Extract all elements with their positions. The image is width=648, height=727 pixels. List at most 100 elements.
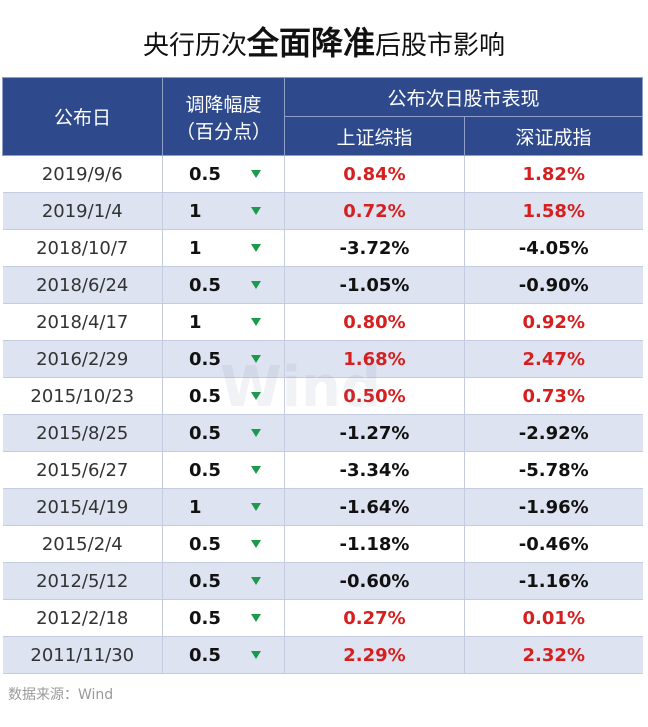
- table-row: 2012/5/12 0.5 -0.60% -1.16%: [2, 562, 643, 600]
- announce-date-cell: 2019/9/6: [2, 155, 163, 193]
- table-row: 2011/11/30 0.5 2.29% 2.32%: [2, 636, 643, 674]
- table-row: 2015/2/4 0.5 -1.18% -0.46%: [2, 525, 643, 563]
- down-triangle-icon: [251, 614, 261, 622]
- source-note: 数据来源：Wind: [8, 687, 114, 703]
- table-row: 2018/6/24 0.5 -1.05% -0.90%: [2, 266, 643, 304]
- down-triangle-icon: [251, 170, 261, 178]
- cut-size-value: 0.5: [189, 608, 221, 629]
- shanghai-change-cell: 2.29%: [284, 636, 465, 674]
- down-triangle-icon: [251, 281, 261, 289]
- shanghai-change-cell: -3.72%: [284, 229, 465, 267]
- cut-size-value: 0.5: [189, 571, 221, 592]
- shanghai-change-cell: 0.72%: [284, 192, 465, 230]
- shenzhen-change-cell: -2.92%: [464, 414, 643, 452]
- shanghai-change-cell: 1.68%: [284, 340, 465, 378]
- title-emphasis: 全面降准: [246, 24, 375, 62]
- shanghai-change-cell: -1.64%: [284, 488, 465, 526]
- cut-size-cell: 1: [162, 303, 285, 341]
- down-triangle-icon: [251, 651, 261, 659]
- shenzhen-change-cell: 2.32%: [464, 636, 643, 674]
- header-sh: 上证综指: [284, 116, 465, 156]
- announce-date-cell: 2018/6/24: [2, 266, 163, 304]
- table-row: 2018/10/7 1 -3.72% -4.05%: [2, 229, 643, 267]
- down-triangle-icon: [251, 318, 261, 326]
- table-row: 2012/2/18 0.5 0.27% 0.01%: [2, 599, 643, 637]
- announce-date-cell: 2019/1/4: [2, 192, 163, 230]
- cut-size-value: 1: [189, 238, 202, 259]
- title-prefix: 央行历次: [142, 31, 247, 61]
- cut-size-value: 1: [189, 497, 202, 518]
- shanghai-change-cell: -3.34%: [284, 451, 465, 489]
- shanghai-change-cell: -0.60%: [284, 562, 465, 600]
- shanghai-change-cell: -1.18%: [284, 525, 465, 563]
- table-row: 2019/9/6 0.5 0.84% 1.82%: [2, 155, 643, 193]
- cut-size-cell: 0.5: [162, 562, 285, 600]
- cut-size-cell: 0.5: [162, 525, 285, 563]
- table-row: 2019/1/4 1 0.72% 1.58%: [2, 192, 643, 230]
- table-row: 2015/4/19 1 -1.64% -1.96%: [2, 488, 643, 526]
- cut-size-cell: 0.5: [162, 451, 285, 489]
- shanghai-change-cell: -1.27%: [284, 414, 465, 452]
- cut-size-cell: 1: [162, 229, 285, 267]
- shenzhen-change-cell: 1.58%: [464, 192, 643, 230]
- shanghai-change-cell: 0.27%: [284, 599, 465, 637]
- down-triangle-icon: [251, 244, 261, 252]
- cut-size-value: 0.5: [189, 386, 221, 407]
- header-cut-line1: 调降幅度: [185, 93, 262, 116]
- shenzhen-change-cell: -4.05%: [464, 229, 643, 267]
- cut-size-cell: 0.5: [162, 414, 285, 452]
- page-title: 央行历次全面降准后股市影响: [0, 18, 648, 68]
- down-triangle-icon: [251, 540, 261, 548]
- down-triangle-icon: [251, 355, 261, 363]
- header-cut: 调降幅度 （百分点）: [162, 77, 285, 156]
- announce-date-cell: 2015/6/27: [2, 451, 163, 489]
- down-triangle-icon: [251, 503, 261, 511]
- announce-date-cell: 2016/2/29: [2, 340, 163, 378]
- down-triangle-icon: [251, 577, 261, 585]
- shanghai-change-cell: 0.80%: [284, 303, 465, 341]
- shenzhen-change-cell: 1.82%: [464, 155, 643, 193]
- announce-date-cell: 2015/10/23: [2, 377, 163, 415]
- shenzhen-change-cell: 0.92%: [464, 303, 643, 341]
- shenzhen-change-cell: -1.16%: [464, 562, 643, 600]
- cut-size-cell: 0.5: [162, 155, 285, 193]
- down-triangle-icon: [251, 466, 261, 474]
- table-row: 2015/6/27 0.5 -3.34% -5.78%: [2, 451, 643, 489]
- cut-size-value: 0.5: [189, 460, 221, 481]
- cut-size-cell: 0.5: [162, 636, 285, 674]
- table-body: 2019/9/6 0.5 0.84% 1.82% 2019/1/4 1 0.72% 1.58%…: [2, 155, 643, 674]
- table-row: 2018/4/17 1 0.80% 0.92%: [2, 303, 643, 341]
- announce-date-cell: 2011/11/30: [2, 636, 163, 674]
- header-group: 公布次日股市表现: [283, 77, 644, 117]
- cut-size-cell: 0.5: [162, 266, 285, 304]
- cut-size-cell: 0.5: [162, 377, 285, 415]
- shenzhen-change-cell: -1.96%: [464, 488, 643, 526]
- down-triangle-icon: [251, 429, 261, 437]
- shanghai-change-cell: 0.84%: [284, 155, 465, 193]
- cut-size-value: 0.5: [189, 164, 221, 185]
- table-row: 2016/2/29 0.5 1.68% 2.47%: [2, 340, 643, 378]
- header-date: 公布日: [2, 77, 163, 156]
- cut-size-value: 0.5: [189, 423, 221, 444]
- down-triangle-icon: [251, 392, 261, 400]
- shenzhen-change-cell: 2.47%: [464, 340, 643, 378]
- shenzhen-change-cell: 0.73%: [464, 377, 643, 415]
- shenzhen-change-cell: -0.90%: [464, 266, 643, 304]
- announce-date-cell: 2015/4/19: [2, 488, 163, 526]
- cut-size-cell: 1: [162, 488, 285, 526]
- table-row: 2015/10/23 0.5 0.50% 0.73%: [2, 377, 643, 415]
- title-suffix: 后股市影响: [375, 31, 506, 61]
- header-sz: 深证成指: [463, 116, 644, 156]
- down-triangle-icon: [251, 207, 261, 215]
- shanghai-change-cell: 0.50%: [284, 377, 465, 415]
- shanghai-change-cell: -1.05%: [284, 266, 465, 304]
- announce-date-cell: 2018/4/17: [2, 303, 163, 341]
- cut-size-value: 0.5: [189, 645, 221, 666]
- announce-date-cell: 2015/8/25: [2, 414, 163, 452]
- announce-date-cell: 2012/5/12: [2, 562, 163, 600]
- cut-size-value: 0.5: [189, 349, 221, 370]
- shenzhen-change-cell: -0.46%: [464, 525, 643, 563]
- shenzhen-change-cell: -5.78%: [464, 451, 643, 489]
- announce-date-cell: 2012/2/18: [2, 599, 163, 637]
- cut-size-value: 0.5: [189, 534, 221, 555]
